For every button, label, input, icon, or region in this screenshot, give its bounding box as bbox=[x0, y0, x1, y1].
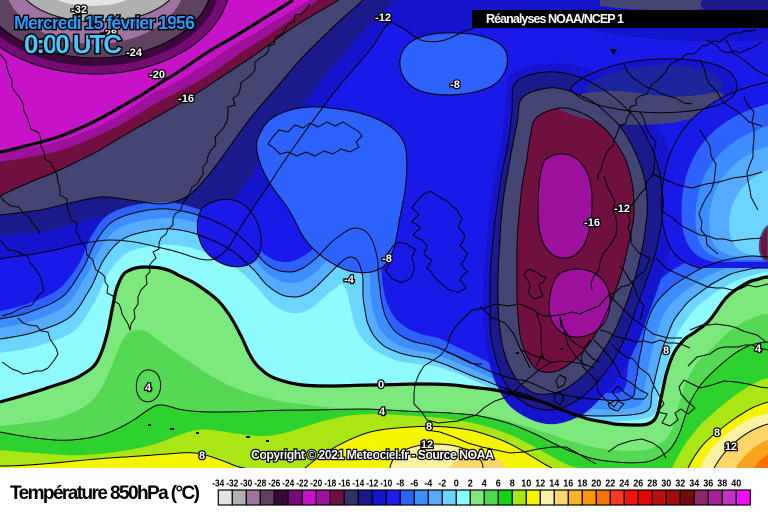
svg-text:40: 40 bbox=[731, 479, 741, 490]
svg-text:-20: -20 bbox=[149, 69, 165, 81]
svg-text:10: 10 bbox=[521, 479, 531, 490]
svg-text:4: 4 bbox=[145, 382, 152, 394]
svg-text:26: 26 bbox=[633, 479, 643, 490]
svg-text:12: 12 bbox=[725, 441, 737, 453]
svg-text:-24: -24 bbox=[126, 47, 143, 59]
svg-text:24: 24 bbox=[619, 479, 629, 490]
svg-text:8: 8 bbox=[663, 345, 669, 357]
svg-text:18: 18 bbox=[577, 479, 587, 490]
svg-text:34: 34 bbox=[689, 479, 699, 490]
svg-text:32: 32 bbox=[675, 479, 685, 490]
svg-text:-12: -12 bbox=[366, 479, 378, 490]
svg-text:-16: -16 bbox=[178, 93, 194, 105]
svg-text:4: 4 bbox=[482, 479, 487, 490]
svg-text:-14: -14 bbox=[352, 479, 364, 490]
svg-text:-32: -32 bbox=[226, 479, 238, 490]
svg-text:Réanalyses NOAA/NCEP 1: Réanalyses NOAA/NCEP 1 bbox=[486, 12, 624, 26]
svg-text:14: 14 bbox=[549, 479, 559, 490]
svg-text:-16: -16 bbox=[338, 479, 350, 490]
svg-text:Température 850hPa (°C): Température 850hPa (°C) bbox=[10, 483, 200, 504]
svg-text:-8: -8 bbox=[382, 253, 392, 265]
svg-text:0: 0 bbox=[454, 479, 459, 490]
svg-text:2: 2 bbox=[468, 479, 473, 490]
svg-text:-12: -12 bbox=[375, 12, 391, 24]
svg-text:20: 20 bbox=[591, 479, 601, 490]
svg-text:-16: -16 bbox=[584, 217, 600, 229]
svg-text:-28: -28 bbox=[101, 28, 117, 40]
svg-text:4: 4 bbox=[755, 343, 762, 355]
svg-text:-34: -34 bbox=[212, 479, 224, 490]
svg-text:16: 16 bbox=[563, 479, 573, 490]
svg-text:Copyright © 2021 Meteociel.fr: Copyright © 2021 Meteociel.fr - Source N… bbox=[251, 448, 494, 462]
svg-text:6: 6 bbox=[496, 479, 501, 490]
svg-text:36: 36 bbox=[703, 479, 713, 490]
svg-text:-6: -6 bbox=[410, 479, 418, 490]
svg-text:-2: -2 bbox=[438, 479, 446, 490]
svg-text:-32: -32 bbox=[71, 4, 87, 16]
svg-text:-30: -30 bbox=[240, 479, 252, 490]
svg-text:-22: -22 bbox=[296, 479, 308, 490]
svg-text:-4: -4 bbox=[344, 274, 355, 286]
svg-text:-24: -24 bbox=[282, 479, 294, 490]
svg-text:-8: -8 bbox=[396, 479, 404, 490]
svg-text:8: 8 bbox=[714, 427, 720, 439]
svg-text:8: 8 bbox=[510, 479, 515, 490]
svg-text:-20: -20 bbox=[310, 479, 322, 490]
svg-text:28: 28 bbox=[647, 479, 657, 490]
svg-text:22: 22 bbox=[605, 479, 615, 490]
svg-text:-28: -28 bbox=[254, 479, 266, 490]
svg-text:12: 12 bbox=[421, 439, 433, 451]
svg-text:12: 12 bbox=[535, 479, 545, 490]
svg-text:8: 8 bbox=[199, 450, 205, 462]
svg-text:4: 4 bbox=[379, 406, 386, 418]
svg-text:-10: -10 bbox=[380, 479, 392, 490]
svg-text:-12: -12 bbox=[614, 203, 630, 215]
svg-text:0:00 UTC: 0:00 UTC bbox=[24, 29, 122, 59]
svg-text:-18: -18 bbox=[324, 479, 336, 490]
svg-text:0: 0 bbox=[378, 379, 384, 391]
svg-text:Mercredi 15 février 1956: Mercredi 15 février 1956 bbox=[14, 13, 195, 33]
svg-text:-4: -4 bbox=[424, 479, 432, 490]
svg-text:38: 38 bbox=[717, 479, 727, 490]
svg-text:8: 8 bbox=[426, 421, 432, 433]
svg-text:30: 30 bbox=[661, 479, 671, 490]
svg-text:-8: -8 bbox=[450, 79, 460, 91]
svg-text:-26: -26 bbox=[268, 479, 280, 490]
